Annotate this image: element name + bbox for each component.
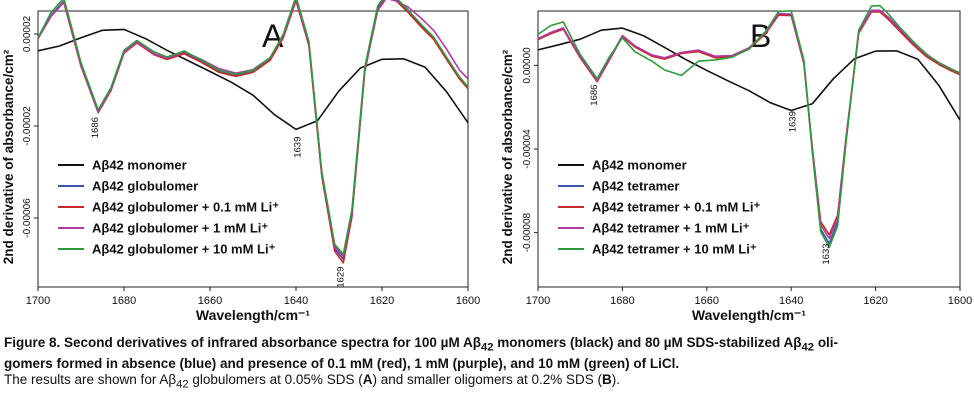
caption-subscript: 42 (480, 341, 494, 354)
x-tick-label: 1660 (198, 295, 222, 307)
caption-subscript: 42 (176, 378, 189, 391)
legend-label: Aβ42 tetramer + 10 mM Li⁺ (592, 242, 757, 257)
caption-figure-label: Figure 8. (4, 335, 61, 350)
chart-panel-a: 1700 1680 1660 1640 1620 1600 0.00002 -0.00002 -… (1, 0, 480, 323)
x-tick-label: 1700 (526, 295, 550, 307)
legend-label: Aβ42 tetramer (592, 179, 679, 194)
y-tick-label: -0.00002 (22, 106, 33, 146)
figure-panels: 1700 1680 1660 1640 1620 1600 0.00002 -0.00002 -… (1, 0, 972, 323)
x-tick-label: 1620 (370, 295, 394, 307)
chart-panel-b: 1700 1680 1660 1640 1620 1600 0.00000 -0.00004 -… (500, 4, 972, 323)
peak-annotation: 1633 (821, 243, 832, 264)
peak-annotation: 1686 (589, 85, 600, 106)
caption-line-2: gomers formed in absence (blue) and pres… (4, 355, 680, 371)
legend-label: Aβ42 monomer (92, 158, 187, 173)
x-tick-label: 1620 (863, 295, 887, 307)
peak-annotation: 1639 (787, 111, 798, 132)
legend-label: Aβ42 tetramer + 0.1 mM Li⁺ (592, 200, 760, 215)
y-tick-label: 0.00002 (22, 15, 33, 52)
peak-annotation: 1639 (292, 137, 303, 158)
legend-label: Aβ42 globulomer (92, 179, 198, 194)
caption-line-3: The results are shown for Aβ42 globulome… (4, 372, 970, 393)
y-tick-label: -0.00008 (522, 212, 533, 252)
figure-caption: Figure 8. Second derivatives of infrared… (4, 335, 970, 392)
caption-text: Second derivatives of infrared absorbanc… (64, 335, 481, 350)
x-tick-label: 1600 (456, 295, 480, 307)
plot-frame (37, 10, 469, 288)
series-line (37, 28, 469, 131)
legend-label: Aβ42 globulomer + 10 mM Li⁺ (92, 242, 276, 257)
legend-label: Aβ42 globulomer + 1 mM Li⁺ (92, 221, 268, 236)
panel-label: A (262, 18, 284, 54)
caption-text: monomers (black) and 80 µM SDS-stabilize… (493, 335, 802, 350)
x-tick-label: 1600 (948, 295, 972, 307)
y-tick-label: 0.00000 (522, 47, 533, 84)
y-tick-label: -0.00004 (522, 129, 533, 169)
legend-label: Aβ42 monomer (592, 158, 687, 173)
x-axis-label: Wavelength/cm⁻¹ (196, 307, 311, 323)
caption-text: ). (611, 371, 621, 387)
caption-panel-ref: A (362, 371, 373, 387)
x-tick-label: 1660 (695, 295, 719, 307)
x-axis-label: Wavelength/cm⁻¹ (692, 307, 807, 323)
x-tick-label: 1640 (284, 295, 308, 307)
x-tick-label: 1700 (26, 295, 50, 307)
legend-label: Aβ42 globulomer + 0.1 mM Li⁺ (92, 200, 279, 215)
peak-annotation: 1629 (335, 267, 346, 288)
y-axis-label: 2nd derivative of absorbance/cm² (500, 49, 515, 264)
y-axis-label: 2nd derivative of absorbance/cm² (1, 49, 16, 264)
series-line (37, 0, 469, 256)
x-tick-label: 1640 (779, 295, 803, 307)
caption-panel-ref: B (602, 371, 612, 387)
peak-annotation: 1686 (90, 117, 101, 138)
caption-text: ) and smaller oligomers at 0.2% SDS ( (372, 371, 603, 387)
caption-text: oli- (814, 335, 839, 350)
series-line (537, 27, 961, 121)
legend-label: Aβ42 tetramer + 1 mM Li⁺ (592, 221, 750, 236)
y-tick-label: -0.00006 (22, 198, 33, 238)
caption-subscript: 42 (801, 341, 815, 354)
caption-line-1: Figure 8. Second derivatives of infrared… (4, 335, 970, 356)
series-line (37, 0, 469, 258)
x-tick-label: 1680 (610, 295, 634, 307)
x-tick-label: 1680 (112, 295, 136, 307)
series-line (537, 4, 961, 249)
caption-text: The results are shown for Aβ (4, 371, 177, 387)
caption-text: globulomers at 0.05% SDS ( (188, 371, 363, 387)
